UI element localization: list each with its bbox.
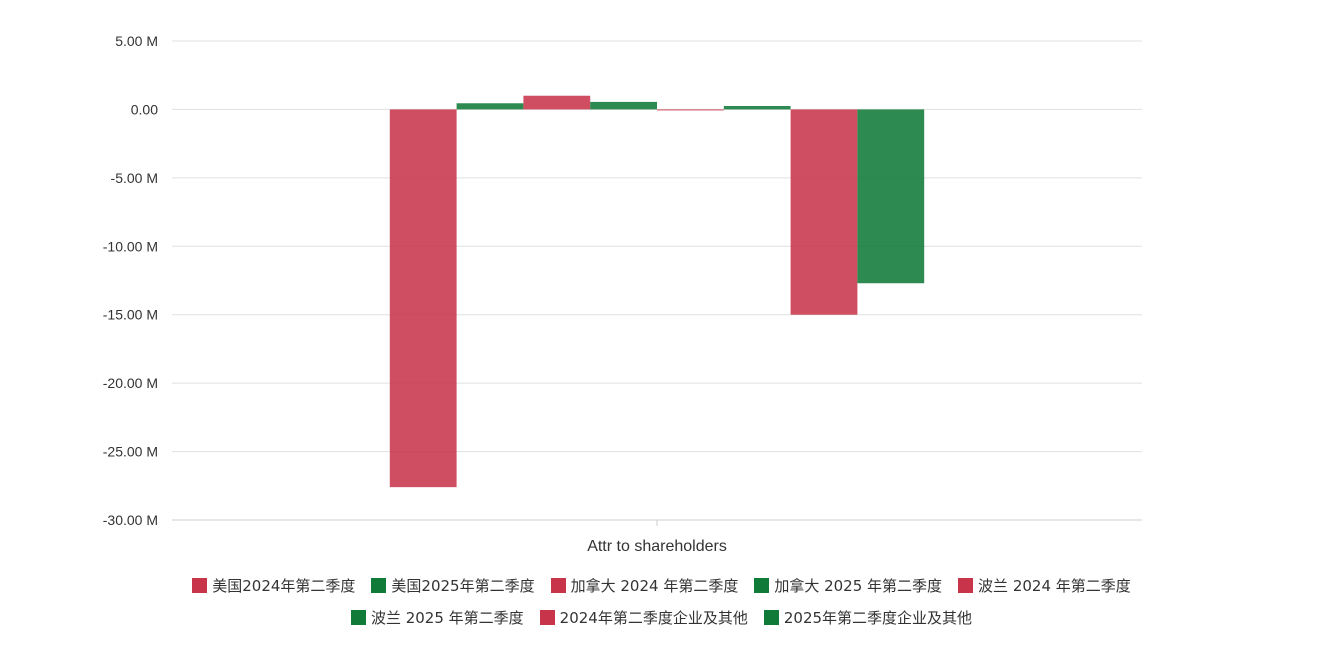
y-tick-label: -15.00 M — [103, 307, 158, 323]
legend-label: 2024年第二季度企业及其他 — [559, 609, 748, 627]
legend-item[interactable]: 波兰 2025 年第二季度 — [350, 607, 524, 628]
bar-3[interactable] — [523, 95, 591, 110]
legend-label: 美国2025年第二季度 — [391, 577, 535, 595]
bar-1[interactable] — [389, 109, 457, 488]
legend-row-2: 波兰 2025 年第二季度 2024年第二季度企业及其他 2025年第二季度企业及其… — [0, 607, 1323, 628]
x-axis-category-label: Attr to shareholders — [587, 538, 727, 555]
legend-label: 2025年第二季度企业及其他 — [783, 609, 973, 627]
legend-item[interactable]: 波兰 2024 年第二季度 — [958, 575, 1131, 596]
legend-label: 波兰 2025 年第二季度 — [370, 609, 524, 627]
grid-lines — [172, 40, 1142, 521]
y-tick-label: -5.00 M — [111, 170, 158, 186]
bar-6[interactable] — [723, 106, 791, 110]
y-axis-tick-labels: 5.00 M 0.00 -5.00 M -10.00 M -15.00 M -20.00 … — [103, 33, 158, 528]
legend-label: 加拿大 2024 年第二季度 — [570, 577, 739, 595]
legend-label: 波兰 2024 年第二季度 — [978, 577, 1131, 595]
legend-row-1: 美国2024年第二季度 美国2025年第二季度 加拿大 2024 年第二季度 加拿大 … — [0, 575, 1323, 596]
bars — [389, 95, 925, 488]
y-tick-label: 5.00 M — [115, 33, 158, 49]
legend-item[interactable]: 加拿大 2024 年第二季度 — [550, 575, 739, 596]
legend-swatch — [350, 610, 366, 625]
legend-item[interactable]: 2025年第二季度企业及其他 — [763, 607, 973, 628]
legend-item[interactable]: 加拿大 2025 年第二季度 — [754, 575, 942, 596]
y-tick-label: -20.00 M — [103, 375, 158, 391]
legend-swatch — [371, 578, 387, 593]
legend-label: 加拿大 2025 年第二季度 — [774, 577, 943, 595]
legend-swatch — [539, 610, 555, 625]
y-tick-label: 0.00 — [131, 101, 158, 117]
bar-chart: 5.00 M 0.00 -5.00 M -10.00 M -15.00 M -20.00 … — [103, 33, 1142, 555]
y-tick-label: -10.00 M — [103, 238, 158, 254]
bar-5[interactable] — [657, 109, 724, 111]
legend-swatch — [763, 610, 779, 625]
y-tick-label: -30.00 M — [103, 512, 158, 528]
bar-8[interactable] — [857, 109, 925, 284]
bar-4[interactable] — [590, 101, 657, 110]
legend-swatch — [550, 578, 566, 593]
legend-swatch — [754, 578, 770, 593]
bar-7[interactable] — [790, 109, 858, 315]
legend-swatch — [192, 578, 208, 593]
legend-label: 美国2024年第二季度 — [212, 577, 356, 595]
y-tick-label: -25.00 M — [103, 444, 158, 460]
legend-item[interactable]: 2024年第二季度企业及其他 — [539, 607, 748, 628]
legend-item[interactable]: 美国2024年第二季度 — [192, 575, 355, 596]
bar-2[interactable] — [456, 103, 524, 110]
legend-item[interactable]: 美国2025年第二季度 — [371, 575, 535, 596]
legend-swatch — [958, 578, 974, 593]
